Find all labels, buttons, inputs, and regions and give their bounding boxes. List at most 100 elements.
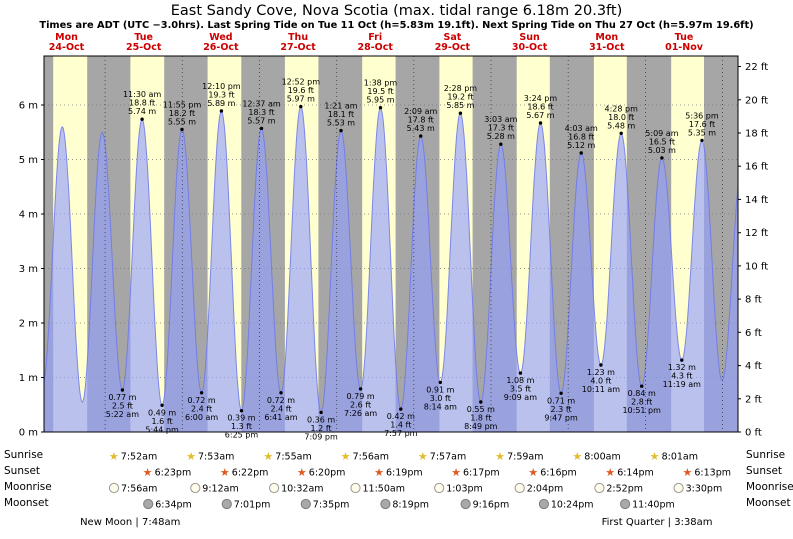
high-tide-annotation-line: 19.3 ft xyxy=(208,91,234,100)
moonset-icon xyxy=(538,498,550,510)
high-tide-annotation-line: 5.57 m xyxy=(247,116,275,125)
y-axis-left-label: 1 m xyxy=(19,373,38,384)
low-tide-annotation-line: 0.79 m xyxy=(347,392,375,401)
high-tide-annotation-line: 2:28 pm xyxy=(444,84,478,93)
low-tide-annotation-line: 9:47 pm xyxy=(544,413,578,422)
sunset-time: 6:14pm xyxy=(617,468,654,479)
sunrise-time: 7:52am xyxy=(121,452,157,463)
moonset-time: 6:34pm xyxy=(155,500,192,511)
moonrise-time: 2:04pm xyxy=(527,484,564,495)
low-tide-annotation-line: 4.3 ft xyxy=(671,372,692,381)
high-tide-annotation-line: 5:36 pm xyxy=(685,111,719,120)
tide-point-marker xyxy=(538,121,543,125)
low-tide-annotation-line: 1.4 ft xyxy=(390,421,411,430)
plot-area xyxy=(44,56,738,432)
high-tide-annotation-line: 4:28 pm xyxy=(605,104,639,113)
sunset-icon: ★ xyxy=(220,466,230,479)
moonset-time: 7:01pm xyxy=(234,500,271,511)
low-tide-annotation-line: 1.32 m xyxy=(668,363,696,372)
tide-point-marker xyxy=(299,104,303,109)
low-tide-annotation-line: 6:41 am xyxy=(264,413,297,422)
moon-phase-label: New Moon | 7:48am xyxy=(80,517,180,528)
sunrise-icon: ★ xyxy=(495,450,505,463)
sunset-icon: ★ xyxy=(528,466,538,479)
low-tide-annotation-line: 8:49 pm xyxy=(464,422,498,431)
high-tide-annotation-line: 3:03 am xyxy=(484,115,517,124)
high-tide-annotation-line: 18.2 ft xyxy=(169,109,195,118)
low-tide-annotation-line: 0.55 m xyxy=(467,405,495,414)
low-tide-annotation-line: 10:11 am xyxy=(582,385,621,394)
high-tide-annotation-line: 17.6 ft xyxy=(689,120,715,129)
high-tide-annotation-line: 5.85 m xyxy=(446,101,474,110)
tide-point-marker xyxy=(640,384,644,388)
tide-point-marker xyxy=(140,117,144,121)
low-tide-annotation-line: 4.0 ft xyxy=(590,377,611,386)
page-subtitle: Times are ADT (UTC −3.0hrs). Last Spring… xyxy=(39,20,754,31)
low-tide-annotation-line: 3.0 ft xyxy=(430,394,451,403)
day-label-date: 27-Oct xyxy=(280,42,316,53)
high-tide-annotation-line: 16.8 ft xyxy=(568,133,594,142)
high-tide-annotation-line: 19.6 ft xyxy=(288,86,314,95)
low-tide-annotation-line: 2.5 ft xyxy=(112,402,133,411)
day-label-dow: Mon xyxy=(55,32,78,43)
high-tide-annotation-line: 12:37 am xyxy=(242,99,281,108)
tide-point-marker xyxy=(199,391,204,395)
day-label-dow: Thu xyxy=(288,32,308,43)
y-axis-left-label: 4 m xyxy=(19,210,38,221)
sunrise-time: 7:59am xyxy=(507,452,543,463)
day-label-dow: Tue xyxy=(134,32,153,43)
sunset-icon: ★ xyxy=(297,466,307,479)
tide-curve xyxy=(44,105,738,414)
low-tide-annotation-line: 0.72 m xyxy=(267,396,295,405)
low-tide-annotation-line: 11:19 am xyxy=(663,380,702,389)
sunset-icon: ★ xyxy=(682,466,692,479)
moonset-time: 9:16pm xyxy=(473,500,510,511)
sunrise-time: 7:56am xyxy=(353,452,389,463)
y-axis-right-label: 4 ft xyxy=(745,361,762,372)
tide-point-marker xyxy=(180,127,184,132)
tide-point-marker xyxy=(619,131,623,135)
high-tide-annotation-line: 5.12 m xyxy=(567,141,595,150)
low-tide-annotation-line: 7:09 pm xyxy=(304,432,338,441)
day-label-date: 26-Oct xyxy=(203,42,239,53)
y-axis-left-label: 3 m xyxy=(19,264,38,275)
high-tide-annotation-line: 5.97 m xyxy=(287,95,315,104)
moonrise-row-label-right: Moonrise xyxy=(746,481,793,493)
low-tide-annotation-line: 7:57 pm xyxy=(384,429,418,438)
sunrise-time: 7:57am xyxy=(430,452,466,463)
high-tide-annotation-line: 5:09 am xyxy=(645,129,678,138)
sunrise-icon: ★ xyxy=(341,450,351,463)
high-tide-annotation-line: 17.3 ft xyxy=(488,124,514,133)
moonrise-time: 1:03pm xyxy=(446,484,483,495)
day-label-date: 29-Oct xyxy=(435,42,471,53)
sunrise-icon: ★ xyxy=(418,450,428,463)
moonset-row-label-right: Moonset xyxy=(746,497,791,509)
low-tide-annotation-line: 1.08 m xyxy=(506,376,534,385)
tide-point-marker xyxy=(599,363,603,367)
tide-point-marker xyxy=(358,387,363,391)
day-label-date: 30-Oct xyxy=(512,42,548,53)
moonrise-time: 2:52pm xyxy=(606,484,643,495)
low-tide-annotation-line: 3.5 ft xyxy=(510,385,531,394)
y-axis-right-label: 10 ft xyxy=(745,261,768,272)
high-tide-annotation-line: 5.53 m xyxy=(327,119,355,128)
tide-point-marker xyxy=(579,151,583,155)
high-tide-annotation-line: 18.1 ft xyxy=(328,110,354,119)
low-tide-annotation-line: 2.4 ft xyxy=(191,404,212,413)
tide-point-marker xyxy=(160,403,164,407)
day-label-date: 25-Oct xyxy=(126,42,162,53)
sunset-time: 6:20pm xyxy=(309,468,346,479)
high-tide-annotation-line: 5.03 m xyxy=(648,146,676,155)
high-tide-annotation-line: 19.5 ft xyxy=(367,87,393,96)
day-label-date: 01-Nov xyxy=(665,42,704,53)
axes: 0 m 1 m 2 m 3 m 4 m 5 m 6 m 0 ft 2 ft 4 ft 6 ft 8 f… xyxy=(19,62,769,439)
sunrise-icon: ★ xyxy=(650,450,660,463)
tide-point-marker xyxy=(518,371,523,375)
day-label-dow: Sat xyxy=(444,32,462,43)
tide-point-marker xyxy=(219,109,224,113)
sunrise-time: 7:53am xyxy=(198,452,234,463)
tide-point-marker xyxy=(279,391,283,395)
high-tide-annotation-line: 5.43 m xyxy=(407,124,435,133)
sunset-time: 6:19pm xyxy=(386,468,423,479)
tide-point-marker xyxy=(660,156,664,160)
